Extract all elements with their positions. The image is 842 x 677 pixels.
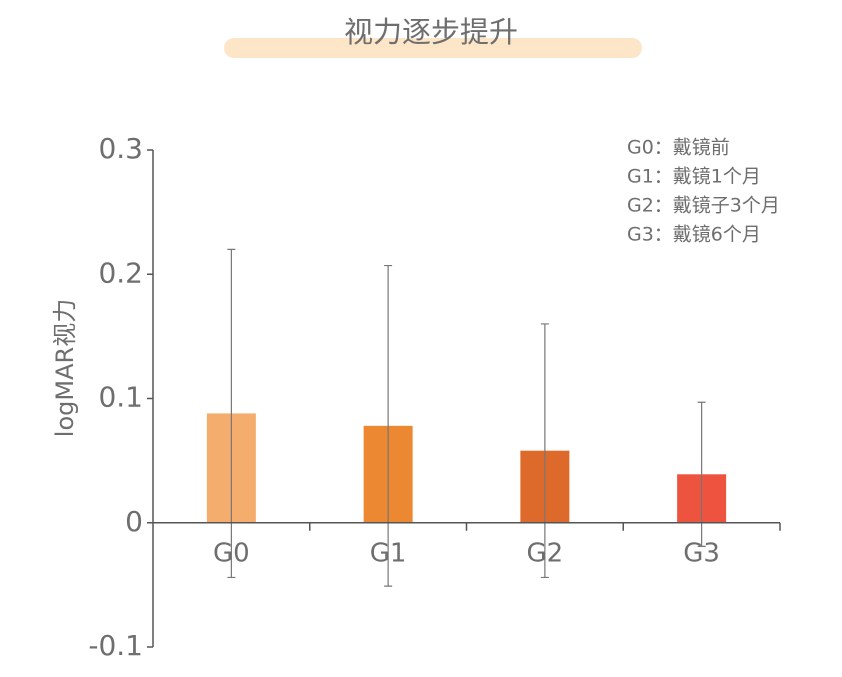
legend-entry: G2：戴镜子3个月 — [627, 195, 780, 217]
y-tick-label: -0.1 — [88, 629, 143, 662]
y-tick-label: 0.3 — [98, 132, 143, 165]
error-bar — [697, 401, 706, 547]
y-tick-label: 0 — [125, 505, 143, 538]
x-tick-label: G1 — [370, 538, 407, 568]
title-highlight — [224, 38, 642, 58]
legend-entry: G1：戴镜1个月 — [627, 166, 761, 188]
error-bar — [384, 264, 393, 587]
x-tick-label: G3 — [683, 538, 720, 568]
legend-entry: G0：戴镜前 — [627, 137, 730, 159]
y-tick-label: 0.1 — [98, 381, 143, 414]
x-tick-label: G2 — [527, 538, 564, 568]
legend-entry: G3：戴镜6个月 — [627, 224, 761, 246]
x-tick-label: G0 — [213, 538, 250, 568]
error-bar — [227, 248, 236, 579]
error-bar — [540, 323, 549, 579]
chart-title: 视力逐步提升 — [344, 15, 518, 49]
y-axis-label: logMAR视力 — [51, 299, 79, 437]
y-tick-label: 0.2 — [98, 256, 143, 289]
